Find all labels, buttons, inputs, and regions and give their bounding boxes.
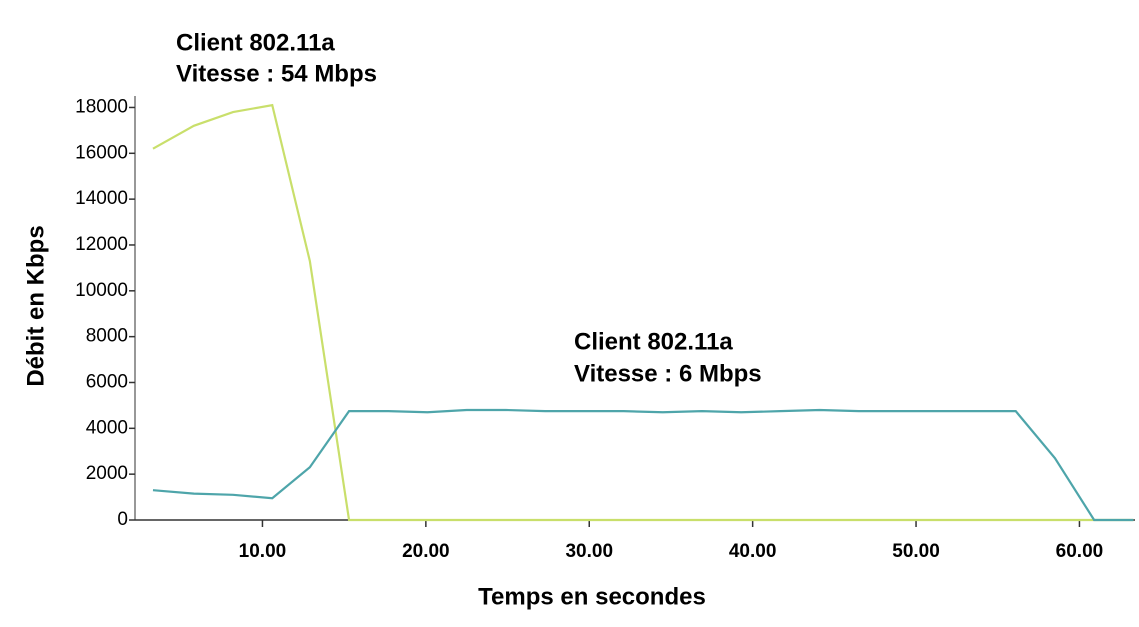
y-tick-label: 18000	[75, 96, 128, 117]
y-tick-label: 12000	[75, 234, 128, 255]
x-axis-label: Temps en secondes	[478, 583, 706, 610]
y-axis-label: Débit en Kbps	[22, 225, 49, 386]
y-tick-label: 8000	[86, 326, 128, 347]
annotation: Vitesse : 6 Mbps	[574, 360, 762, 387]
x-tick-label: 50.00	[892, 541, 940, 562]
y-tick-label: 14000	[75, 188, 128, 209]
x-tick-label: 20.00	[402, 541, 450, 562]
y-tick-label: 0	[117, 509, 128, 530]
y-tick-label: 6000	[86, 372, 128, 393]
y-tick-label: 4000	[86, 417, 128, 438]
series-line	[152, 103, 1134, 522]
annotation: Vitesse : 54 Mbps	[176, 60, 377, 87]
y-tick-label: 10000	[75, 280, 128, 301]
x-tick-label: 40.00	[729, 541, 777, 562]
annotation: Client 802.11a	[176, 29, 335, 56]
y-tick-label: 2000	[86, 463, 128, 484]
x-tick-label: 60.00	[1056, 541, 1104, 562]
series-line	[152, 408, 1134, 522]
x-tick-label: 30.00	[565, 541, 613, 562]
annotation: Client 802.11a	[574, 328, 733, 355]
y-tick-label: 16000	[75, 142, 128, 163]
x-tick-label: 10.00	[239, 541, 287, 562]
